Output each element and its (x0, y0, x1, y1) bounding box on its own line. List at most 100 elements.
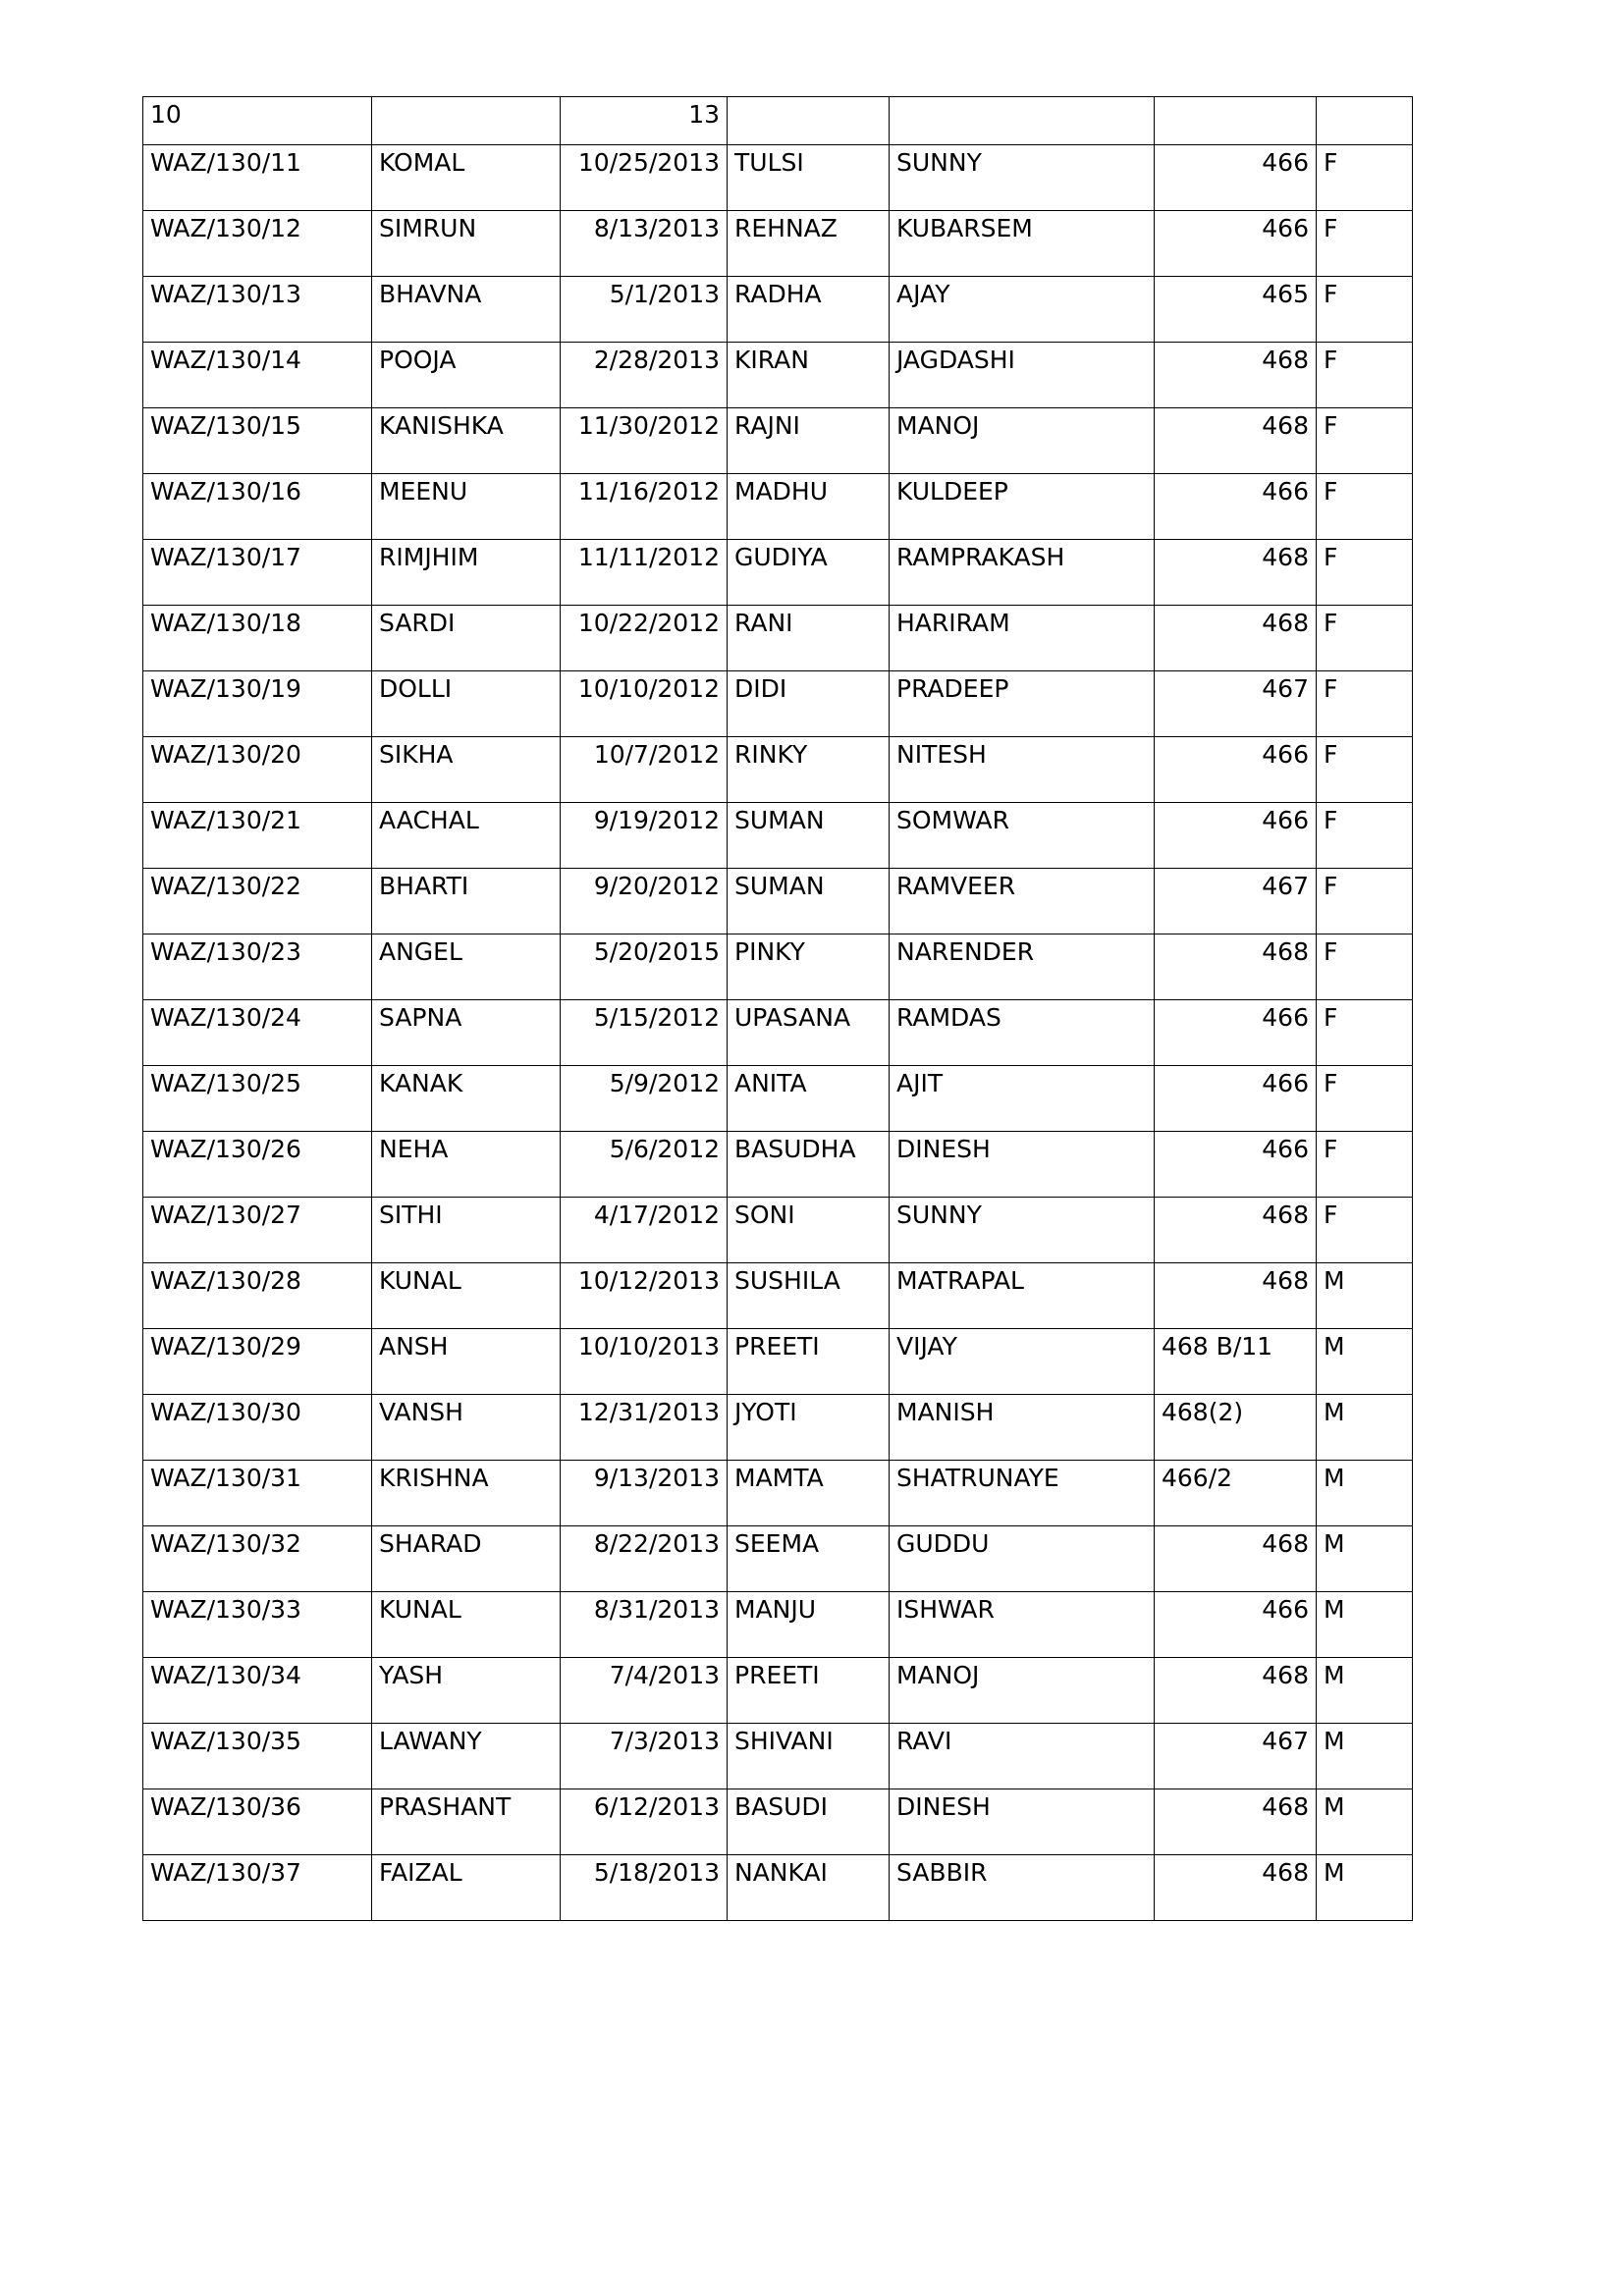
cell-date-of-birth: 5/18/2013 (560, 1854, 728, 1921)
cell-code: 468(2) (1154, 1394, 1317, 1461)
cell-gender: M (1316, 1854, 1413, 1921)
cell-father-name: PRADEEP (889, 670, 1155, 737)
cell-date-of-birth: 4/17/2012 (560, 1197, 728, 1263)
cell-mother-name: UPASANA (727, 999, 890, 1066)
cell-registration-no: WAZ/130/27 (142, 1197, 372, 1263)
cell-code: 467 (1154, 1723, 1317, 1789)
cell-date-of-birth: 7/3/2013 (560, 1723, 728, 1789)
cell-mother-name: MADHU (727, 473, 890, 540)
cell-mother-name: GUDIYA (727, 539, 890, 606)
table-row: WAZ/130/34 YASH 7/4/2013 PREETI MANOJ 468 M (142, 1657, 1413, 1724)
table-row: WAZ/130/23 ANGEL 5/20/2015 PINKY NARENDER 468… (142, 934, 1413, 1000)
cell-child-name: LAWANY (371, 1723, 561, 1789)
cell-father-name: GUDDU (889, 1525, 1155, 1592)
cell-father-name: KUBARSEM (889, 210, 1155, 277)
roster-table-container: 10 13 WAZ/130/11 KOMAL 10/25/2013 TULSI SUNNY 4… (142, 96, 1413, 1921)
cell-code: 466 (1154, 802, 1317, 869)
cell-mother-name: SUMAN (727, 802, 890, 869)
cell-child-name: PRASHANT (371, 1789, 561, 1855)
child-registration-table: 10 13 WAZ/130/11 KOMAL 10/25/2013 TULSI SUNNY 4… (142, 96, 1413, 1921)
cell-father-name: AJIT (889, 1065, 1155, 1132)
cell-father-name: SABBIR (889, 1854, 1155, 1921)
cell-mother-name: MAMTA (727, 1460, 890, 1526)
cell-gender: M (1316, 1657, 1413, 1724)
cell-child-name: KANAK (371, 1065, 561, 1132)
cell-registration-no: WAZ/130/35 (142, 1723, 372, 1789)
cell-date-of-birth: 8/31/2013 (560, 1591, 728, 1658)
cell-gender: M (1316, 1591, 1413, 1658)
cell-child-name: DOLLI (371, 670, 561, 737)
table-row: WAZ/130/21 AACHAL 9/19/2012 SUMAN SOMWAR 466 F (142, 802, 1413, 869)
cell-date-of-birth: 8/13/2013 (560, 210, 728, 277)
cell-mother-name: ANITA (727, 1065, 890, 1132)
cell-child-name: ANSH (371, 1328, 561, 1395)
table-row: WAZ/130/19 DOLLI 10/10/2012 DIDI PRADEEP 467 F (142, 670, 1413, 737)
cell-registration-no: WAZ/130/25 (142, 1065, 372, 1132)
table-row: WAZ/130/16 MEENU 11/16/2012 MADHU KULDEEP 466… (142, 473, 1413, 540)
cell-date-of-birth: 5/6/2012 (560, 1131, 728, 1198)
cell-child-name: NEHA (371, 1131, 561, 1198)
cell-mother-name: DIDI (727, 670, 890, 737)
cell-child-name: POOJA (371, 342, 561, 408)
cell-father-name: MATRAPAL (889, 1262, 1155, 1329)
cell-child-name: SHARAD (371, 1525, 561, 1592)
cell-gender: F (1316, 999, 1413, 1066)
table-row: WAZ/130/29 ANSH 10/10/2013 PREETI VIJAY 468 B… (142, 1328, 1413, 1395)
table-row: WAZ/130/35 LAWANY 7/3/2013 SHIVANI RAVI 467 M (142, 1723, 1413, 1789)
cell-child-name: KUNAL (371, 1262, 561, 1329)
cell-code: 468 (1154, 1854, 1317, 1921)
cell-registration-no: WAZ/130/32 (142, 1525, 372, 1592)
cell-mother-name: RADHA (727, 276, 890, 343)
cell-code: 466 (1154, 736, 1317, 803)
cell-child-name: SAPNA (371, 999, 561, 1066)
cell-date-of-birth: 10/7/2012 (560, 736, 728, 803)
cell-gender: M (1316, 1394, 1413, 1461)
table-row-partial: 10 13 (142, 96, 1413, 145)
cell-code: 468 (1154, 1197, 1317, 1263)
cell-gender: M (1316, 1525, 1413, 1592)
cell-father-name: MANOJ (889, 407, 1155, 474)
table-row: WAZ/130/28 KUNAL 10/12/2013 SUSHILA MATRAPAL… (142, 1262, 1413, 1329)
cell-date-of-birth: 11/16/2012 (560, 473, 728, 540)
cell-registration-no: WAZ/130/28 (142, 1262, 372, 1329)
cell-father-name: NITESH (889, 736, 1155, 803)
cell-mother-name: SONI (727, 1197, 890, 1263)
cell-date-of-birth: 9/20/2012 (560, 868, 728, 934)
cell-father-name: DINESH (889, 1789, 1155, 1855)
cell-gender: F (1316, 539, 1413, 606)
table-row: WAZ/130/36 PRASHANT 6/12/2013 BASUDI DINESH 4… (142, 1789, 1413, 1855)
cell-code: 468 (1154, 342, 1317, 408)
cell-gender: F (1316, 407, 1413, 474)
cell-gender: M (1316, 1460, 1413, 1526)
cell-gender: F (1316, 144, 1413, 211)
cell-mother-name: MANJU (727, 1591, 890, 1658)
cell-code: 468 (1154, 539, 1317, 606)
cell-child-name: ANGEL (371, 934, 561, 1000)
cell-mother-name: RANI (727, 605, 890, 671)
cell-registration-no: WAZ/130/23 (142, 934, 372, 1000)
table-row: WAZ/130/33 KUNAL 8/31/2013 MANJU ISHWAR 466 M (142, 1591, 1413, 1658)
cell-date-of-birth: 10/10/2012 (560, 670, 728, 737)
cell-child-name: KOMAL (371, 144, 561, 211)
table-row: WAZ/130/11 KOMAL 10/25/2013 TULSI SUNNY 466 F (142, 144, 1413, 211)
cell-gender: M (1316, 1328, 1413, 1395)
table-body: 10 13 WAZ/130/11 KOMAL 10/25/2013 TULSI SUNNY 4… (142, 96, 1413, 1921)
cell-child-name: YASH (371, 1657, 561, 1724)
cell-father-name: SUNNY (889, 1197, 1155, 1263)
cell-mother-name: BASUDI (727, 1789, 890, 1855)
cell-father-name: RAMDAS (889, 999, 1155, 1066)
table-row: WAZ/130/18 SARDI 10/22/2012 RANI HARIRAM 468 F (142, 605, 1413, 671)
cell-date-of-birth: 9/19/2012 (560, 802, 728, 869)
cell-date-of-birth: 2/28/2013 (560, 342, 728, 408)
cell-registration-no: WAZ/130/13 (142, 276, 372, 343)
cell-gender: F (1316, 605, 1413, 671)
cell-mother-name: PINKY (727, 934, 890, 1000)
cell-mother-name: SHIVANI (727, 1723, 890, 1789)
cell-gender: F (1316, 670, 1413, 737)
cell-code: 467 (1154, 868, 1317, 934)
cell-child-name: RIMJHIM (371, 539, 561, 606)
cell-date-of-birth: 6/12/2013 (560, 1789, 728, 1855)
cell-code: 466 (1154, 1591, 1317, 1658)
cell-father-name: DINESH (889, 1131, 1155, 1198)
